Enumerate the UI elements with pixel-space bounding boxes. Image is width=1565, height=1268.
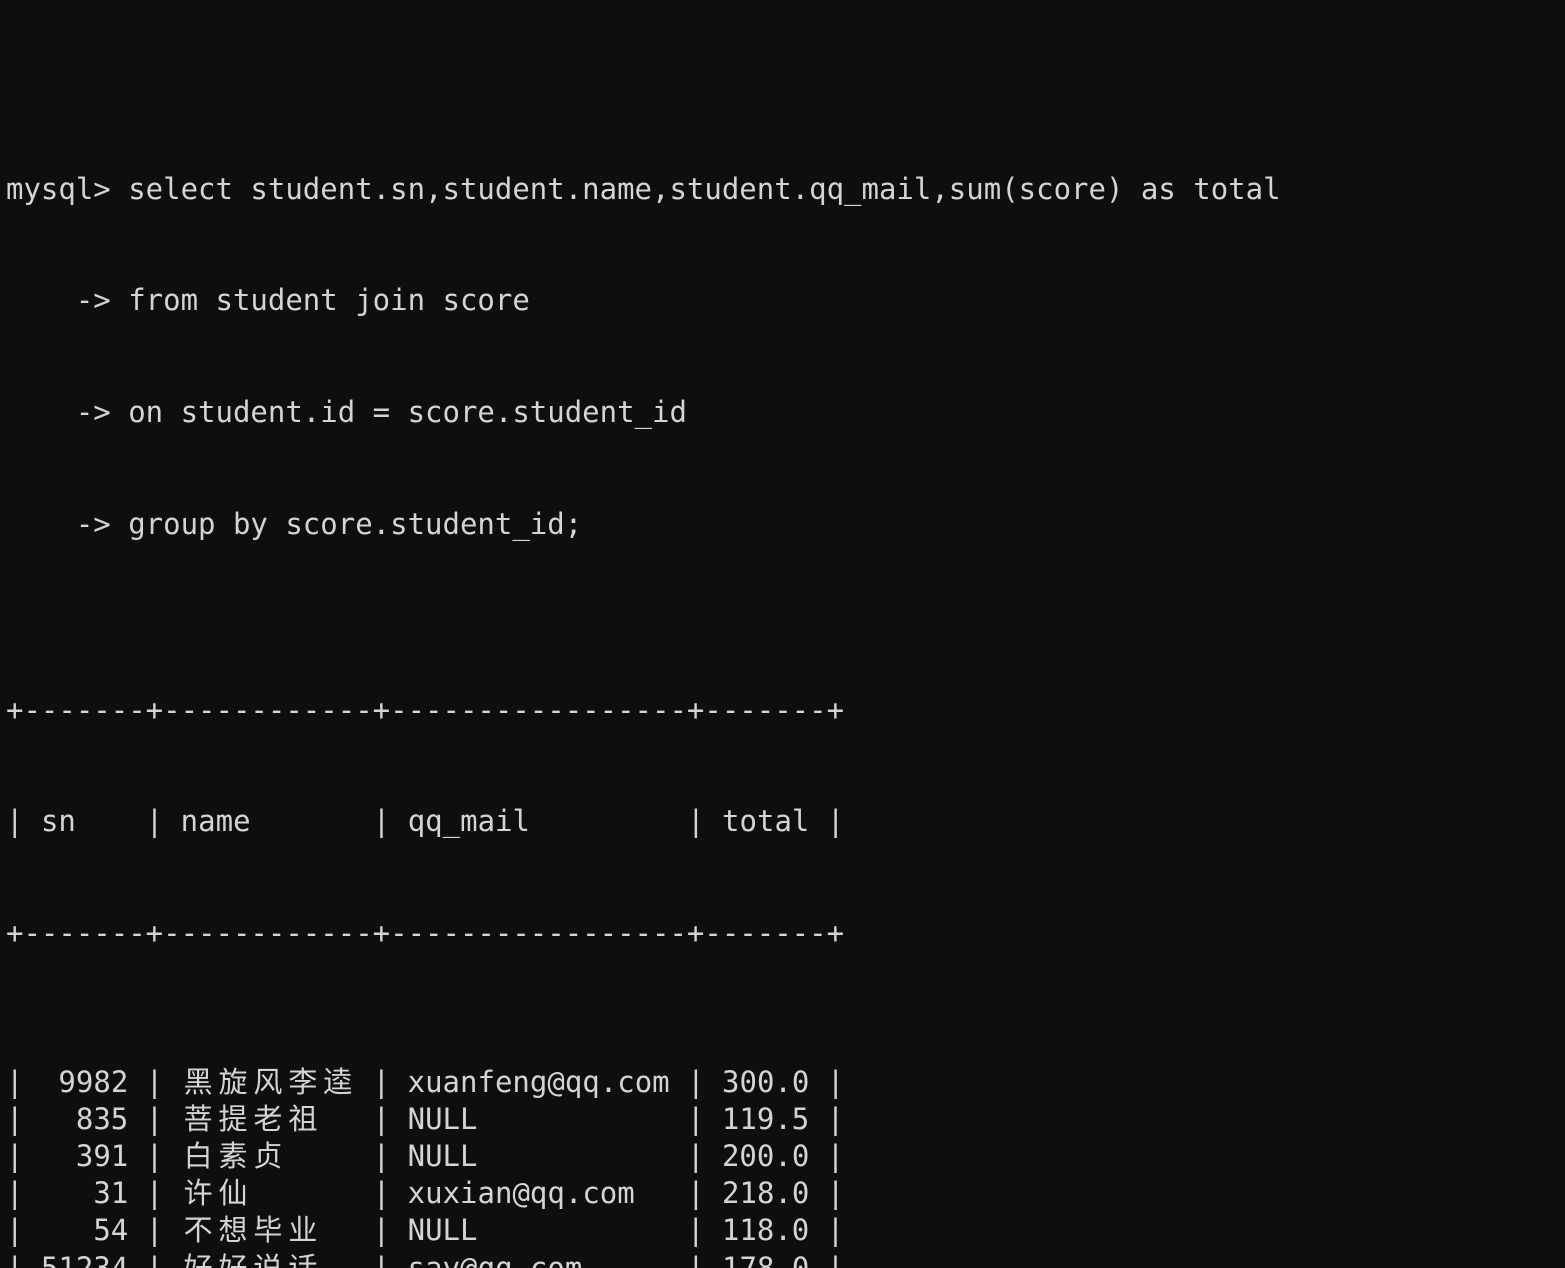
table-cell-name: 不想毕业	[183, 1213, 318, 1248]
table-row: | 391 | 白素贞 | NULL | 200.0 |	[6, 1138, 845, 1173]
table-row: | 51234 | 好好说话 | say@qq.com | 178.0 |	[6, 1250, 1565, 1268]
table-cell-sn: 391	[75, 1138, 129, 1173]
table-border-mid: +-------+------------+-----------------+…	[6, 915, 845, 950]
table-cell-total: 119.5	[721, 1101, 810, 1136]
table-cell-qq_mail: NULL	[407, 1138, 478, 1173]
table-cell-name: 黑旋风李逵	[183, 1064, 353, 1099]
query-line: -> group by score.student_id;	[6, 506, 583, 541]
table-header-row: | sn | name | qq_mail | total |	[6, 804, 845, 839]
table-cell-total: 178.0	[722, 1250, 810, 1268]
table-cell-name: 菩提老祖	[183, 1101, 318, 1136]
query-line: -> on student.id = score.student_id	[6, 395, 687, 429]
table-cell-sn: 51234	[40, 1250, 129, 1268]
table-row: | 54 | 不想毕业 | NULL | 118.0 |	[6, 1213, 845, 1248]
table-cell-name: 好好说话	[183, 1250, 318, 1268]
table-cell-qq_mail: xuanfeng@qq.com	[407, 1064, 670, 1099]
table-cell-sn: 31	[93, 1176, 129, 1211]
table-cell-name: 白素贞	[183, 1138, 283, 1173]
table-row: | 31 | 许仙 | xuxian@qq.com | 218.0 |	[6, 1176, 845, 1211]
table-cell-sn: 54	[93, 1213, 129, 1248]
table-body: | 9982 | 黑旋风李逵 | xuanfeng@qq.com | 300.0…	[6, 1064, 1565, 1268]
table-cell-qq_mail: say@qq.com	[407, 1250, 583, 1268]
table-cell-sn: 835	[75, 1101, 129, 1136]
table-cell-qq_mail: NULL	[407, 1101, 478, 1136]
table-row: | 835 | 菩提老祖 | NULL | 119.5 |	[6, 1101, 845, 1136]
query-line: -> from student join score	[6, 283, 530, 318]
table-border-top: +-------+------------+-----------------+…	[6, 692, 845, 727]
table-cell-qq_mail: NULL	[407, 1213, 478, 1248]
query-line: mysql> select student.sn,student.name,st…	[6, 171, 1281, 206]
table-cell-name: 许仙	[183, 1176, 248, 1211]
table-row: | 9982 | 黑旋风李逵 | xuanfeng@qq.com | 300.0…	[6, 1064, 845, 1099]
table-cell-total: 300.0	[722, 1064, 810, 1099]
table-cell-total: 218.0	[722, 1176, 810, 1211]
table-cell-total: 200.0	[721, 1138, 810, 1173]
table-cell-sn: 9982	[58, 1064, 129, 1099]
table-cell-qq_mail: xuxian@qq.com	[407, 1176, 635, 1211]
table-cell-total: 118.0	[721, 1213, 810, 1248]
